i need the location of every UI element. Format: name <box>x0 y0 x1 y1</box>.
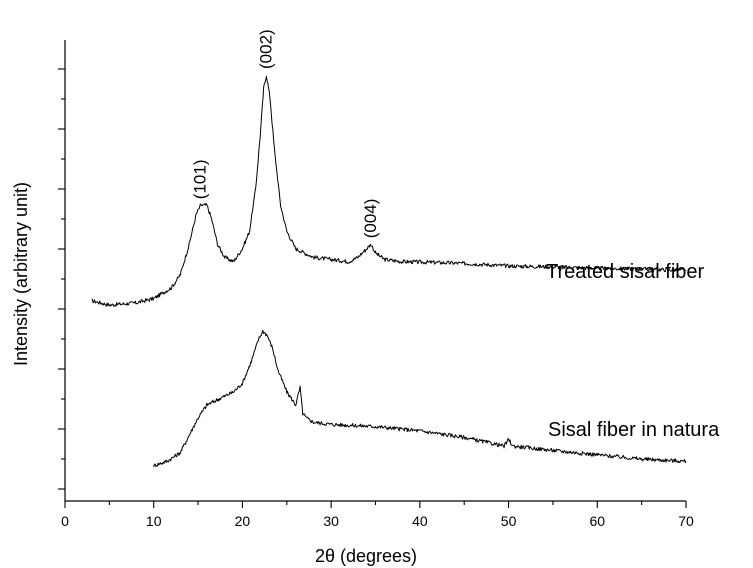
series-line-1 <box>153 329 687 468</box>
y-axis-ticks <box>58 68 65 490</box>
peak-annotations: (101) (002) (004) <box>191 29 380 238</box>
series-label-1: Sisal fiber in natura <box>548 419 720 441</box>
x-tick-label-40: 40 <box>412 513 428 529</box>
x-tick-label-10: 10 <box>146 513 162 529</box>
peak-label-0: (101) <box>191 160 210 200</box>
x-axis-tick-labels: 0 10 20 30 40 50 60 70 <box>61 513 694 529</box>
x-tick-label-70: 70 <box>678 513 694 529</box>
series-labels: Treated sisal fiber Sisal fiber in natura <box>546 261 720 441</box>
x-axis-ticks <box>64 501 687 508</box>
x-tick-label-60: 60 <box>589 513 605 529</box>
peak-label-1: (002) <box>256 29 275 69</box>
series-layer <box>91 75 687 468</box>
series-line-0 <box>91 75 687 307</box>
x-tick-label-50: 50 <box>501 513 517 529</box>
x-tick-label-0: 0 <box>61 513 69 529</box>
peak-label-2: (004) <box>361 199 380 239</box>
x-tick-label-30: 30 <box>323 513 339 529</box>
x-axis: 0 10 20 30 40 50 60 70 <box>61 500 694 529</box>
y-axis <box>58 40 66 501</box>
x-tick-label-20: 20 <box>235 513 251 529</box>
x-axis-title: 2θ (degrees) <box>315 546 417 566</box>
y-axis-title: Intensity (arbitrary unit) <box>11 182 31 366</box>
series-label-0: Treated sisal fiber <box>546 261 705 283</box>
